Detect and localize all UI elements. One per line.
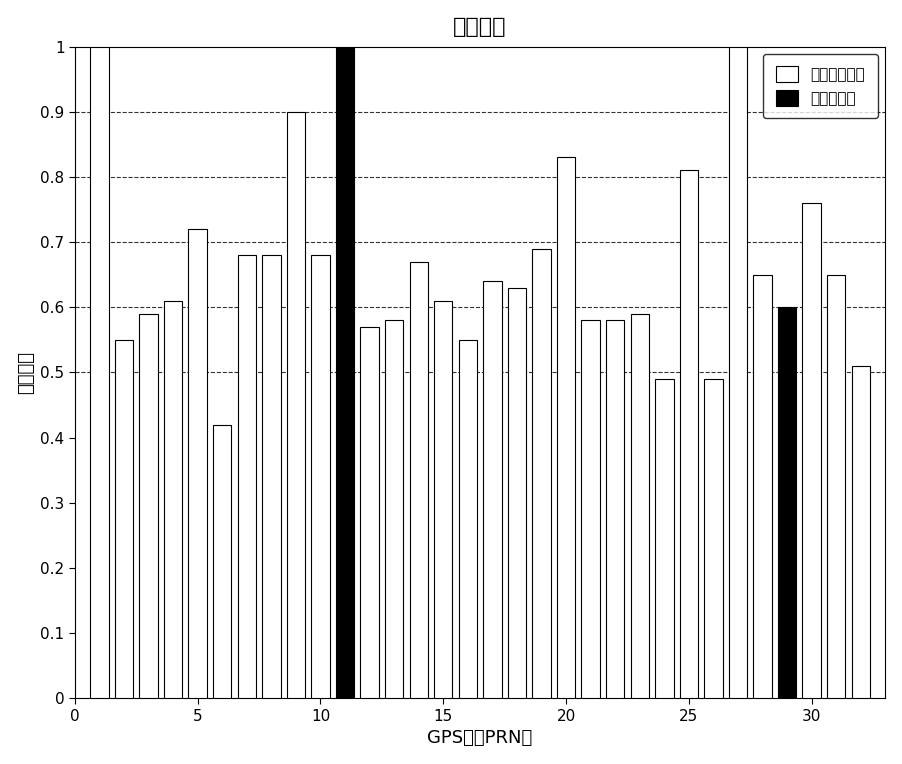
Bar [557, 157, 575, 698]
Bar [753, 275, 772, 698]
Bar [237, 255, 256, 698]
Bar [361, 327, 379, 698]
Bar [803, 203, 821, 698]
Bar [164, 301, 182, 698]
Bar [508, 288, 526, 698]
Bar [679, 170, 698, 698]
Bar [385, 320, 403, 698]
Bar [582, 320, 600, 698]
Bar [729, 47, 747, 698]
Bar [311, 255, 330, 698]
Bar [434, 301, 453, 698]
Bar [630, 314, 649, 698]
Bar [778, 307, 796, 698]
Bar [532, 248, 551, 698]
Bar [410, 261, 428, 698]
Bar [458, 340, 477, 698]
Bar [90, 47, 108, 698]
Bar [655, 379, 674, 698]
Bar [189, 229, 207, 698]
Bar [827, 275, 845, 698]
Bar [287, 112, 305, 698]
Bar [262, 255, 281, 698]
Bar [115, 340, 133, 698]
X-axis label: GPS卫星PRN号: GPS卫星PRN号 [428, 730, 533, 747]
Bar [704, 379, 723, 698]
Legend: 未捕获到卫星, 捕获到卫星: 未捕获到卫星, 捕获到卫星 [763, 54, 878, 118]
Bar [483, 281, 502, 698]
Title: 捕获结果: 捕获结果 [454, 17, 507, 37]
Bar [851, 366, 870, 698]
Bar [213, 425, 232, 698]
Bar [606, 320, 624, 698]
Bar [139, 314, 158, 698]
Bar [336, 47, 354, 698]
Y-axis label: 捕获因子: 捕获因子 [16, 351, 34, 394]
